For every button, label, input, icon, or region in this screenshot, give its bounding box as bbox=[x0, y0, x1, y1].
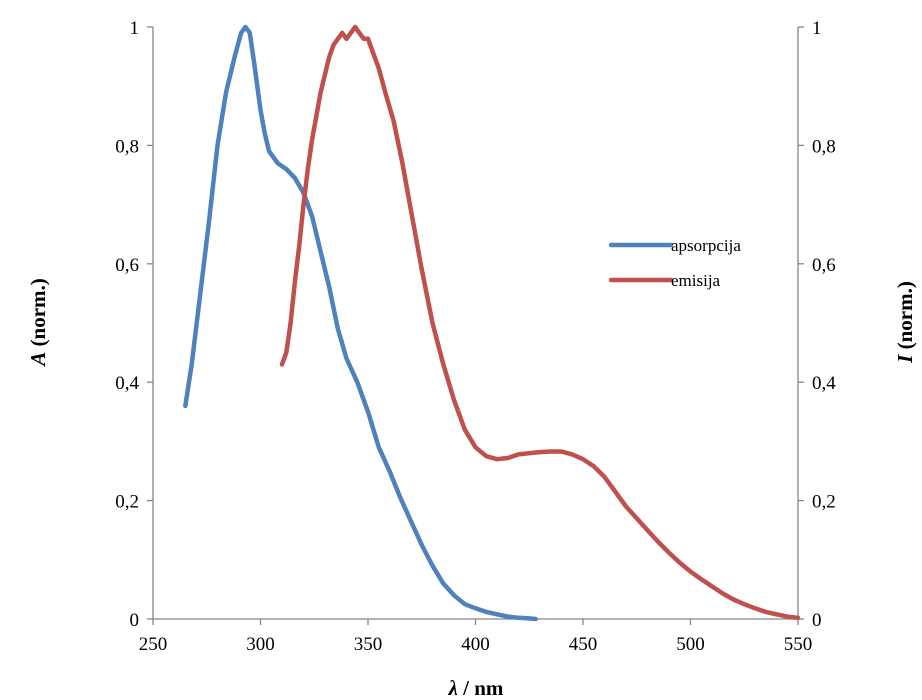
x-tick-label-450: 450 bbox=[569, 634, 598, 655]
series-line-apsorpcija bbox=[183, 24, 538, 622]
right-y-tick-label-0: 0 bbox=[812, 610, 822, 631]
left-y-tick-label-3: 0,6 bbox=[115, 255, 139, 276]
right-y-axis-symbol: I bbox=[893, 354, 917, 364]
x-tick-label-250: 250 bbox=[139, 634, 168, 655]
right-y-tick-label-1: 0,2 bbox=[812, 492, 836, 513]
left-y-tick-label-5: 1 bbox=[130, 18, 140, 39]
legend: apsorpcija emisija bbox=[608, 236, 741, 290]
left-y-axis-unit: (norm.) bbox=[26, 278, 50, 351]
right-y-tick-label-5: 1 bbox=[812, 18, 822, 39]
x-axis-unit: / nm bbox=[458, 676, 504, 700]
x-axis-title: λ / nm bbox=[448, 676, 504, 700]
x-tick-label-400: 400 bbox=[461, 634, 490, 655]
left-y-axis-symbol: A bbox=[26, 352, 50, 368]
x-tick-label-350: 350 bbox=[354, 634, 383, 655]
right-y-axis-unit: (norm.) bbox=[893, 281, 917, 354]
left-y-axis-title: A (norm.) bbox=[26, 278, 50, 368]
x-tick-label-300: 300 bbox=[246, 634, 275, 655]
x-axis-symbol: λ bbox=[448, 676, 458, 700]
legend-label-emisija: emisija bbox=[671, 271, 721, 290]
left-y-tick-label-1: 0,2 bbox=[115, 492, 139, 513]
legend-label-apsorpcija: apsorpcija bbox=[671, 236, 741, 255]
series-line-emisija bbox=[279, 24, 801, 621]
x-tick-label-500: 500 bbox=[676, 634, 705, 655]
axes-group: 250 300 350 400 450 500 550 0 0 0,2 0,2 0,4 0,4 0,6 0,… bbox=[115, 18, 836, 655]
series-group bbox=[183, 24, 801, 622]
left-y-tick-label-0: 0 bbox=[130, 610, 140, 631]
right-y-tick-label-4: 0,8 bbox=[812, 136, 836, 157]
left-y-tick-label-4: 0,8 bbox=[115, 136, 139, 157]
x-tick-label-550: 550 bbox=[784, 634, 813, 655]
right-y-axis-title: I (norm.) bbox=[893, 281, 917, 364]
right-y-tick-label-3: 0,6 bbox=[812, 255, 836, 276]
left-y-tick-label-2: 0,4 bbox=[115, 373, 139, 394]
right-y-tick-label-2: 0,4 bbox=[812, 373, 836, 394]
